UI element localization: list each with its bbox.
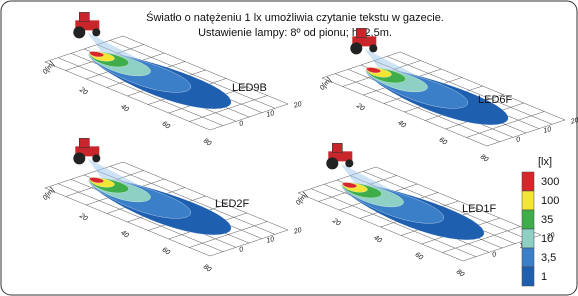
legend-swatch — [522, 248, 534, 267]
tractor-cab — [79, 138, 89, 147]
tractor-cab — [356, 28, 366, 37]
tractor-wheel — [350, 42, 362, 54]
legend-level: 100 — [541, 195, 559, 207]
legend-swatch — [522, 210, 534, 229]
legend-level: 10 — [541, 233, 553, 245]
tractor-cab — [79, 12, 89, 21]
panel-label: LED9B — [232, 82, 267, 94]
legend-level: 3,5 — [541, 252, 556, 264]
tractor-cab — [332, 143, 342, 152]
tractor-wheel — [73, 152, 85, 164]
legend-swatch — [522, 267, 534, 286]
figure: Światło o natężeniu 1 lx umożliwia czyta… — [0, 0, 578, 296]
legend-swatch — [522, 191, 534, 210]
legend-swatch — [522, 172, 534, 191]
legend-level: 35 — [541, 214, 553, 226]
tractor-wheel — [92, 154, 100, 162]
tractor-wheel — [345, 159, 353, 167]
legend-swatch — [522, 229, 534, 248]
legend-unit: [lx] — [538, 156, 552, 168]
legend-level: 1 — [541, 271, 547, 283]
tractor-wheel — [73, 26, 85, 38]
tractor-wheel — [369, 44, 377, 52]
title-line: Światło o natężeniu 1 lx umożliwia czyta… — [146, 11, 444, 24]
tractor-wheel — [326, 157, 338, 169]
panel-label: LED6F — [478, 94, 513, 106]
legend-level: 300 — [541, 176, 559, 188]
tractor-wheel — [92, 28, 100, 36]
panel-label: LED1F — [462, 203, 497, 215]
panel-label: LED2F — [215, 198, 250, 210]
